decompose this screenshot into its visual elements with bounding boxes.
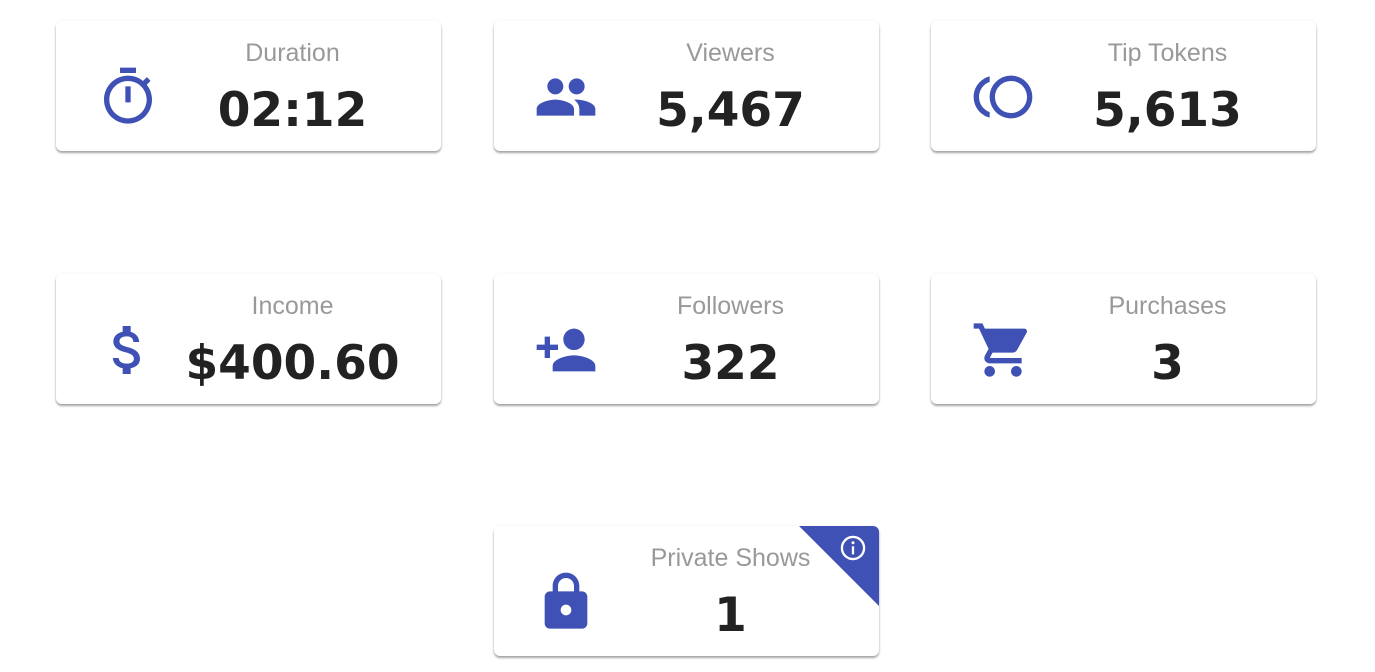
private-shows-card: Private Shows 1 [494, 526, 879, 656]
card-title: Private Shows [650, 544, 811, 572]
tip-tokens-card: Tip Tokens 5,613 [931, 21, 1316, 151]
people-icon [534, 65, 598, 129]
card-value: 5,613 [1093, 83, 1242, 138]
dollar-icon [96, 318, 160, 382]
card-title: Tip Tokens [1107, 39, 1228, 67]
card-value: 1 [714, 588, 747, 643]
cart-icon [971, 318, 1035, 382]
card-title: Purchases [1108, 292, 1227, 320]
duration-card: Duration 02:12 [56, 21, 441, 151]
card-title: Followers [677, 292, 784, 320]
info-corner [799, 526, 879, 606]
card-title: Viewers [686, 39, 775, 67]
lock-icon [534, 570, 598, 634]
person-add-icon [534, 318, 598, 382]
info-icon[interactable] [839, 534, 867, 562]
card-title: Income [251, 292, 334, 320]
card-value: 322 [681, 336, 780, 391]
purchases-card: Purchases 3 [931, 274, 1316, 404]
followers-card: Followers 322 [494, 274, 879, 404]
card-value: $400.60 [185, 336, 400, 391]
viewers-card: Viewers 5,467 [494, 21, 879, 151]
card-value: 3 [1151, 336, 1184, 391]
card-value: 5,467 [656, 83, 805, 138]
timer-icon [96, 65, 160, 129]
income-card: Income $400.60 [56, 274, 441, 404]
card-title: Duration [245, 39, 340, 67]
tokens-icon [971, 65, 1035, 129]
card-value: 02:12 [217, 83, 368, 138]
